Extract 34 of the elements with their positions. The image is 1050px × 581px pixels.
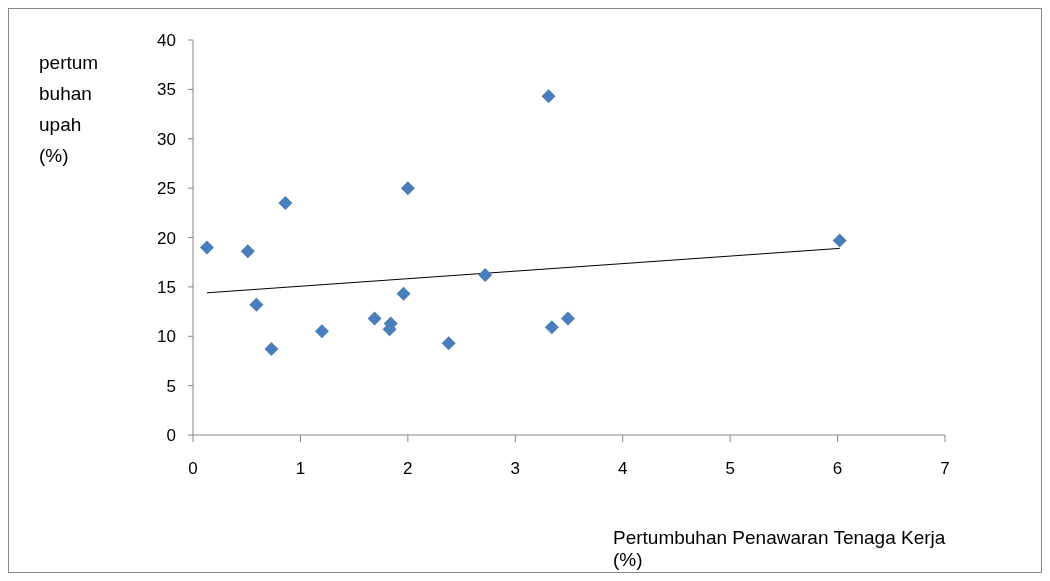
point [832,233,847,248]
point [367,311,382,326]
x-tick-label: 0 [188,459,198,479]
x-axis-title: Pertumbuhan Penawaran Tenaga Kerja (%) [613,527,947,571]
x-tick-label: 1 [295,459,306,479]
point [544,320,559,335]
point [314,324,329,339]
point [400,181,415,196]
point [541,89,556,104]
x-tick-label: 2 [403,459,413,479]
x-tick-label: 6 [832,459,843,479]
y-tick-label: 5 [166,376,176,396]
point [249,297,264,312]
point [396,286,411,301]
y-tick-label: 25 [157,179,176,199]
y-tick-label: 30 [157,129,176,149]
x-tick-label: 3 [510,459,521,479]
y-tick-label: 40 [157,31,176,51]
y-tick-label: 35 [157,80,176,100]
y-tick-label: 0 [166,426,176,446]
point [278,195,293,210]
point [441,336,456,351]
point [264,342,279,357]
y-tick-label: 15 [157,277,176,297]
y-axis-title: pertumbuhan upah (%) [39,51,100,168]
point [560,311,575,326]
x-tick-label: 7 [940,459,950,479]
point [478,268,493,283]
y-tick-label: 10 [157,327,176,347]
x-tick-label: 5 [725,459,735,479]
y-tick-label: 20 [157,228,176,248]
point [199,240,214,255]
point [240,244,255,259]
x-tick-label: 4 [617,459,628,479]
